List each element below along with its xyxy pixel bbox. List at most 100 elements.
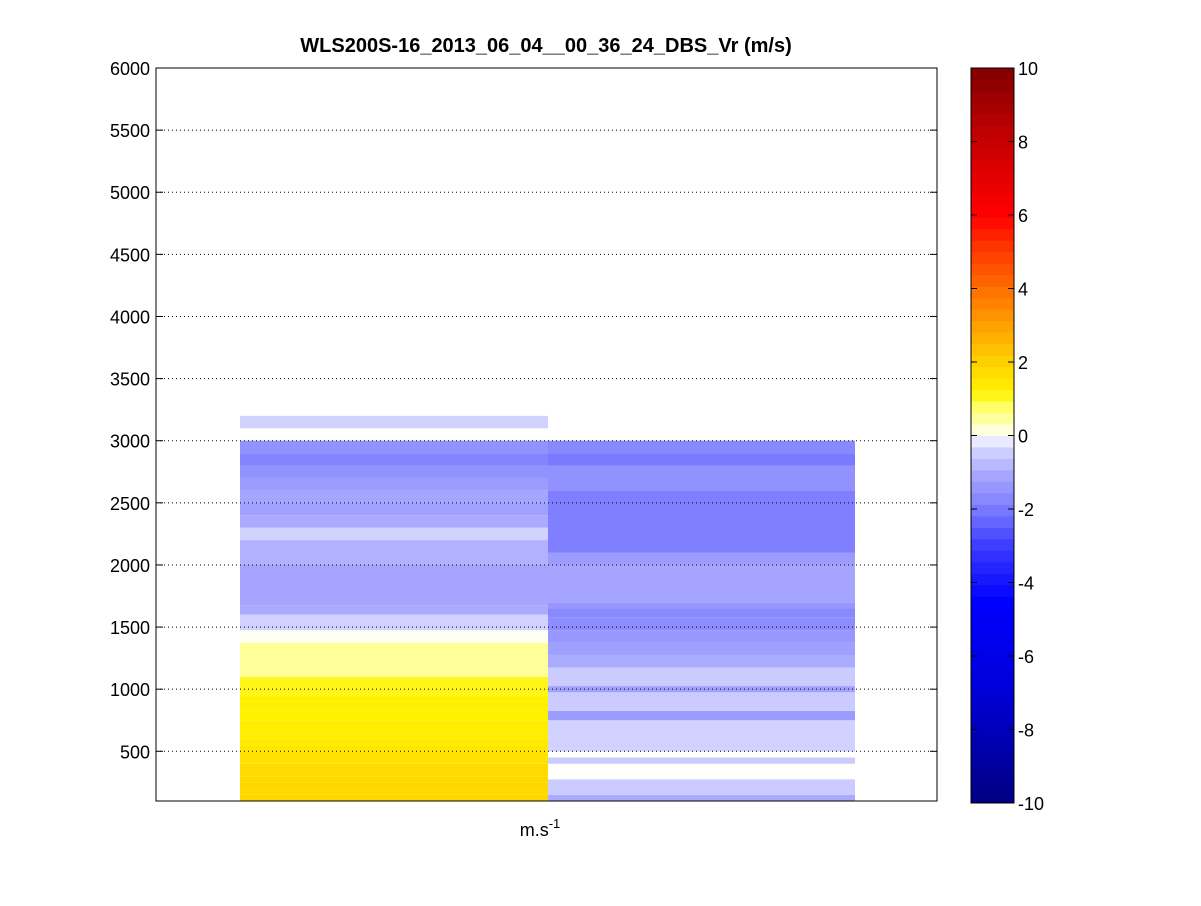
colorbar-segment bbox=[971, 194, 1014, 207]
colorbar-segment bbox=[971, 309, 1014, 322]
colorbar-segment bbox=[971, 228, 1014, 241]
heatmap-cell bbox=[548, 552, 855, 565]
colorbar-segment bbox=[971, 515, 1014, 528]
colorbar-segment bbox=[971, 619, 1014, 632]
heatmap-cell bbox=[548, 440, 855, 454]
colorbar-segment bbox=[971, 734, 1014, 747]
y-tick-label: 6000 bbox=[110, 59, 150, 79]
heatmap-cell bbox=[548, 453, 855, 466]
colorbar-segment bbox=[971, 630, 1014, 643]
colorbar-segment bbox=[971, 676, 1014, 689]
heatmap-cell bbox=[548, 720, 855, 752]
heatmap-cell bbox=[240, 477, 548, 491]
heatmap-cell bbox=[240, 794, 548, 801]
y-tick-label: 3000 bbox=[110, 432, 150, 452]
colorbar-segment bbox=[971, 573, 1014, 586]
y-tick-label: 500 bbox=[120, 742, 150, 762]
y-tick-label: 5000 bbox=[110, 183, 150, 203]
heatmap-cell bbox=[548, 642, 855, 656]
chart-title: WLS200S-16_2013_06_04__00_36_24_DBS_Vr (… bbox=[300, 35, 791, 57]
colorbar-tick-label: 0 bbox=[1018, 427, 1028, 447]
colorbar-segment bbox=[971, 148, 1014, 161]
heatmap-cell bbox=[240, 720, 548, 727]
colorbar-segment bbox=[971, 481, 1014, 494]
colorbar-segment bbox=[971, 286, 1014, 299]
colorbar-segment bbox=[971, 665, 1014, 678]
heatmap-cells bbox=[240, 415, 855, 801]
heatmap-cell bbox=[240, 714, 548, 721]
heatmap-cell bbox=[240, 769, 548, 777]
colorbar-tick-label: -6 bbox=[1018, 647, 1034, 667]
y-tick-label: 1000 bbox=[110, 680, 150, 700]
colorbar-axis: -10 -8 -6 -4 -2 0 2 4 6 8 10 bbox=[971, 59, 1044, 814]
y-tick-label: 1500 bbox=[110, 618, 150, 638]
colorbar-segment bbox=[971, 251, 1014, 264]
colorbar-segment bbox=[971, 446, 1014, 459]
heatmap-cell bbox=[240, 490, 548, 503]
heatmap-cell bbox=[240, 745, 548, 752]
colorbar-tick-label: 8 bbox=[1018, 133, 1028, 153]
colorbar-segment bbox=[971, 745, 1014, 758]
heatmap-cell bbox=[240, 757, 548, 764]
heatmap-cell bbox=[240, 515, 548, 528]
colorbar-tick-label: 10 bbox=[1018, 59, 1038, 79]
plot-area-frame bbox=[155, 67, 938, 802]
heatmap-cell bbox=[548, 608, 855, 618]
colorbar-segment bbox=[971, 136, 1014, 149]
heatmap-cell bbox=[240, 453, 548, 466]
colorbar-segment bbox=[971, 401, 1014, 414]
colorbar-segment bbox=[971, 584, 1014, 597]
colorbar-segment bbox=[971, 768, 1014, 781]
heatmap-cell bbox=[240, 701, 548, 708]
colorbar-segment bbox=[971, 378, 1014, 391]
colorbar-segment bbox=[971, 205, 1014, 218]
heatmap-cell bbox=[240, 763, 548, 770]
colorbar-segment bbox=[971, 424, 1014, 436]
heatmap-cell bbox=[548, 655, 855, 668]
heatmap-cell bbox=[240, 642, 548, 677]
heatmap-cell bbox=[548, 794, 855, 801]
y-axis: 500 1000 1500 2000 2500 3000 3500 4000 4500 5000 5… bbox=[110, 59, 937, 762]
colorbar-segment bbox=[971, 550, 1014, 563]
colorbar-segment bbox=[971, 607, 1014, 620]
x-axis-label: m.s-1 bbox=[520, 816, 561, 840]
heatmap-cell bbox=[240, 465, 548, 478]
colorbar-segment bbox=[971, 688, 1014, 701]
colorbar-segment bbox=[971, 355, 1014, 368]
heatmap-cell bbox=[548, 686, 855, 693]
heatmap-cell bbox=[240, 440, 548, 454]
colorbar bbox=[970, 67, 1015, 804]
colorbar-segment bbox=[971, 90, 1014, 103]
heatmap-cell bbox=[240, 527, 548, 541]
colorbar-segment bbox=[971, 171, 1014, 184]
y-tick-label: 2000 bbox=[110, 556, 150, 576]
colorbar-tick-label: -4 bbox=[1018, 574, 1034, 594]
heatmap-cell bbox=[240, 726, 548, 733]
colorbar-segment bbox=[971, 320, 1014, 333]
colorbar-segment bbox=[971, 527, 1014, 540]
colorbar-segment bbox=[971, 79, 1014, 92]
colorbar-tick-label: -10 bbox=[1018, 794, 1044, 814]
colorbar-segment bbox=[971, 332, 1014, 345]
colorbar-segment bbox=[971, 653, 1014, 666]
heatmap-cell bbox=[240, 751, 548, 758]
colorbar-segment bbox=[971, 435, 1014, 448]
heatmap-cell bbox=[240, 502, 548, 516]
heatmap-cell bbox=[240, 415, 548, 429]
colorbar-segment bbox=[971, 699, 1014, 712]
colorbar-segment bbox=[971, 642, 1014, 655]
heatmap-cell bbox=[240, 776, 548, 783]
heatmap-cell bbox=[240, 782, 548, 789]
heatmap-cell bbox=[548, 757, 855, 764]
heatmap-cell bbox=[240, 788, 548, 795]
heatmap-cell bbox=[240, 630, 548, 643]
colorbar-segment bbox=[971, 458, 1014, 471]
colorbar-segment bbox=[971, 366, 1014, 379]
colorbar-tick-label: 6 bbox=[1018, 206, 1028, 226]
colorbar-segment bbox=[971, 389, 1014, 402]
colorbar-segment bbox=[971, 159, 1014, 172]
y-tick-label: 2500 bbox=[110, 494, 150, 514]
heatmap-cell bbox=[548, 617, 855, 631]
colorbar-segment bbox=[971, 412, 1014, 425]
